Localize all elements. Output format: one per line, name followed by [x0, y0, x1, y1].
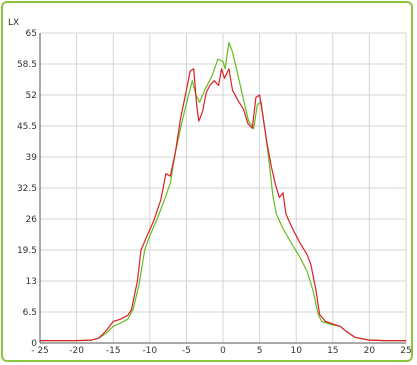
x-tick-labels: - 25 -20 -15 -10 -5 0 5 10 15 20 25 [31, 346, 412, 356]
y-tick-label: 26 [26, 215, 38, 225]
axes [39, 33, 406, 344]
y-tick-labels: 0 6.5 13 19.5 26 32.5 39 45.5 52 58.5 65 [17, 29, 37, 349]
y-tick-label: 6.5 [23, 308, 37, 318]
x-tick-label: 20 [364, 346, 376, 356]
x-tick-label: 0 [220, 346, 226, 356]
chart-frame [1, 1, 413, 362]
series-line-1 [40, 41, 406, 342]
grid-lines [40, 32, 407, 343]
x-tick-label: 5 [257, 346, 263, 356]
x-tick-label: -5 [182, 346, 191, 356]
y-tick-label: 39 [26, 153, 38, 163]
x-tick-label: 10 [290, 346, 302, 356]
series-line-2 [40, 68, 406, 342]
y-axis-unit-label: LX [8, 18, 19, 28]
x-tick-label: - 25 [31, 346, 49, 356]
y-tick-label: 45.5 [17, 122, 37, 132]
y-tick-label: 52 [26, 91, 37, 101]
x-tick-label: -15 [106, 346, 121, 356]
y-tick-label: 19.5 [17, 246, 37, 256]
y-tick-label: 13 [26, 277, 37, 287]
series-lines [40, 41, 406, 342]
x-tick-label: 25 [400, 346, 411, 356]
x-tick-label: 15 [327, 346, 338, 356]
y-tick-label: 65 [26, 29, 37, 39]
y-tick-label: 58.5 [17, 60, 37, 70]
x-tick-label: -20 [69, 346, 84, 356]
x-tick-label: -10 [142, 346, 157, 356]
y-tick-label: 0 [31, 339, 37, 349]
y-tick-label: 32.5 [17, 184, 37, 194]
